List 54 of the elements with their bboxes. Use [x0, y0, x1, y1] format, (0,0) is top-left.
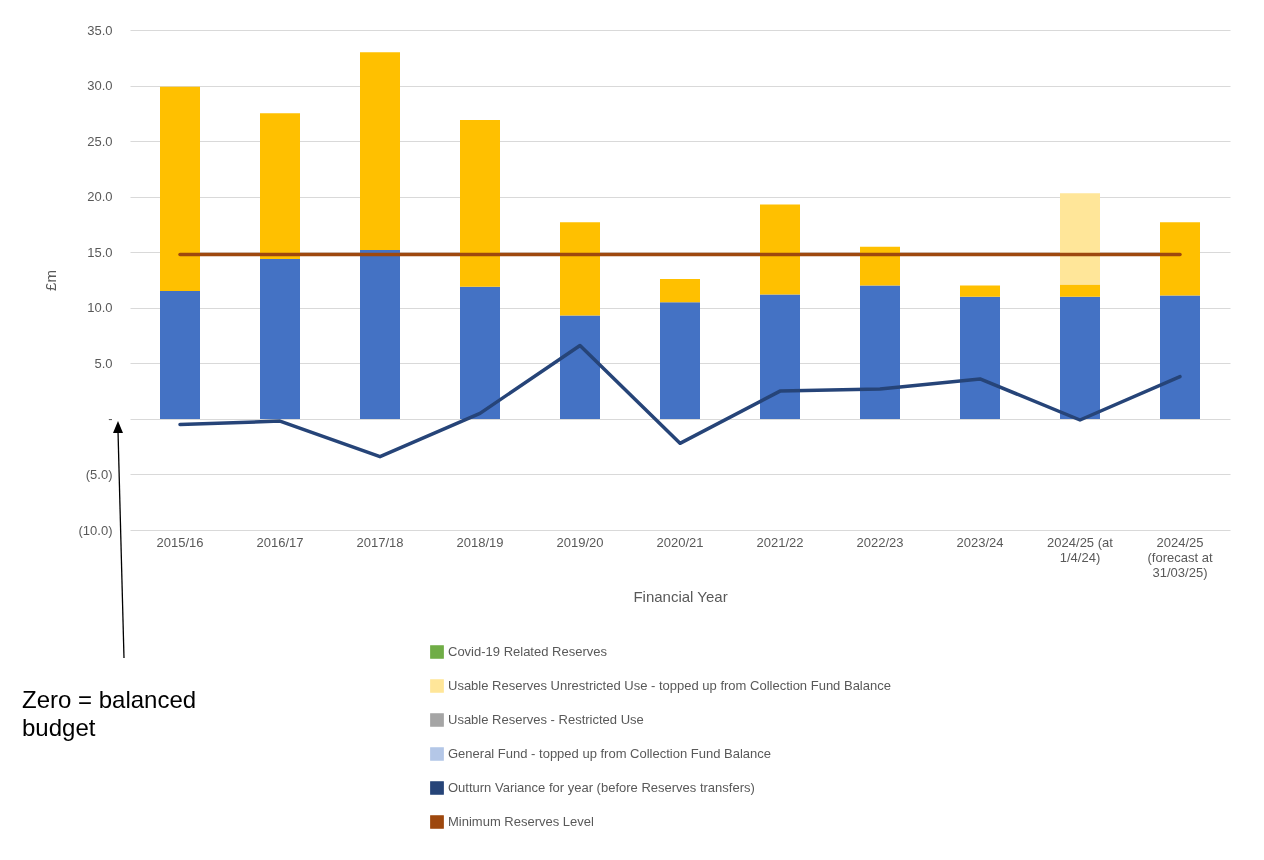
legend-label: Covid-19 Related Reserves [448, 644, 608, 659]
bar [360, 52, 400, 250]
bar [760, 204, 800, 295]
text: Zero = balanced budget [22, 686, 198, 742]
y-tick-label: 25.0 [87, 133, 113, 149]
bar [260, 113, 300, 259]
y-tick-label: 20.0 [87, 189, 113, 205]
x-tick-label: 2019/20 [556, 534, 604, 550]
bar [360, 250, 400, 419]
bar [960, 296, 1000, 419]
y-tick-label: 5.0 [94, 355, 113, 371]
bar [760, 294, 800, 419]
bar [1160, 222, 1200, 296]
x-tick-label: 2016/17 [256, 534, 304, 550]
legend-label: Usable Reserves Unrestricted Use - topped up from Collection Fund Balance [448, 678, 891, 693]
bar [460, 286, 500, 419]
x-tick-label: 2017/18 [356, 534, 404, 550]
bar [560, 222, 600, 316]
y-tick-label: 30.0 [87, 78, 113, 94]
x-axis-title: Financial Year [633, 587, 728, 605]
legend-label: Minimum Reserves Level [448, 814, 595, 829]
y-tick-label: 15.0 [87, 244, 113, 260]
bar [660, 302, 700, 419]
bar [1060, 284, 1100, 297]
y-tick-label: 35.0 [87, 22, 113, 38]
bar [660, 278, 700, 303]
x-tick-label: 2018/19 [456, 534, 504, 550]
bar [1160, 295, 1200, 419]
x-tick-label: 2023/24 [956, 534, 1004, 550]
x-tick-label: 2024/25 (at 1/4/24) [1047, 534, 1114, 565]
x-tick-label: 2022/23 [856, 534, 904, 550]
bar [160, 86, 200, 292]
x-tick-label: 2015/16 [156, 534, 204, 550]
y-axis-title: £m [41, 270, 59, 291]
y-tick-label: (10.0) [78, 522, 113, 538]
x-tick-label: 2021/22 [756, 534, 804, 550]
legend-label: Usable Reserves - Restricted Use [448, 712, 644, 727]
bar [460, 120, 500, 287]
bar [960, 285, 1000, 297]
legend-label: Outturn Variance for year (before Reserves transfers) [448, 780, 755, 795]
x-tick-label: 2024/25 (forecast at 31/03/25) [1147, 534, 1213, 580]
bar [160, 291, 200, 419]
bar [860, 246, 900, 286]
y-tick-label: (5.0) [85, 466, 113, 482]
bar [1060, 296, 1100, 419]
legend-label: General Fund - topped up from Collection Fund Balance [448, 746, 772, 761]
bar [260, 258, 300, 419]
bar [560, 315, 600, 419]
x-tick-label: 2020/21 [656, 534, 704, 550]
line-series [178, 343, 1182, 459]
bar [860, 285, 900, 419]
y-tick-label: 10.0 [87, 300, 113, 316]
bar [1060, 193, 1100, 285]
y-tick-label: - [108, 411, 113, 427]
